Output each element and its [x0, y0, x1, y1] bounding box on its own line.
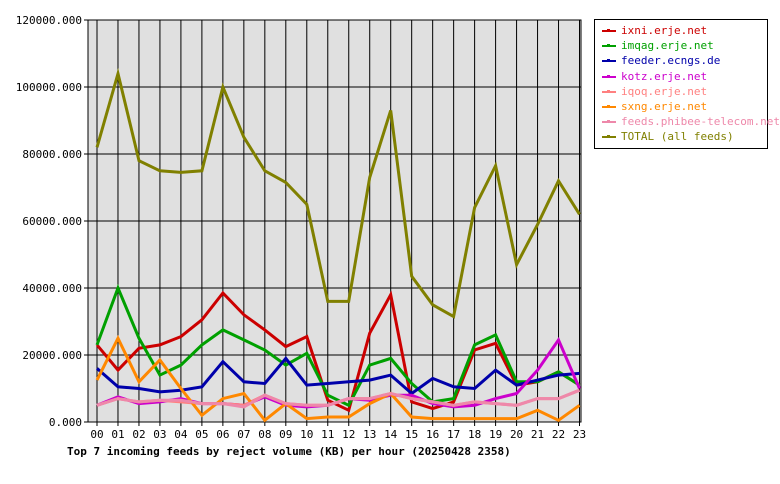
x-tick-label: 04 [174, 428, 188, 441]
x-tick-label: 13 [363, 428, 376, 441]
legend-item: ixni.erje.net [595, 23, 767, 38]
chart-title: Top 7 incoming feeds by reject volume (K… [67, 445, 511, 458]
legend-item: sxng.erje.net [595, 99, 767, 114]
x-tick-label: 22 [552, 428, 565, 441]
x-tick-label: 18 [468, 428, 481, 441]
series-line [95, 67, 581, 319]
legend-label: TOTAL (all feeds) [621, 130, 734, 144]
x-tick-label: 02 [132, 428, 145, 441]
x-tick-label: 14 [384, 428, 398, 441]
x-tick-label: 15 [405, 428, 418, 441]
x-tick-label: 03 [153, 428, 166, 441]
x-tick-label: 23 [573, 428, 586, 441]
legend-swatch [602, 135, 616, 139]
series-line [95, 290, 581, 413]
legend-swatch [602, 44, 616, 48]
y-tick-label: 40000.000 [22, 282, 82, 295]
y-tick-label: 0.000 [49, 416, 82, 429]
legend-item: feeds.phibee-telecom.net [595, 114, 780, 129]
y-tick-label: 80000.000 [22, 148, 82, 161]
legend-swatch [602, 29, 616, 32]
legend-swatch [602, 59, 616, 63]
legend-label: ixni.erje.net [621, 24, 708, 37]
legend: ixni.erje.net imqag.erje.net feeder.ecng… [594, 19, 780, 149]
legend-item: kotz.erje.net [595, 69, 767, 84]
x-tick-label: 17 [447, 428, 460, 441]
x-tick-label: 21 [531, 428, 544, 441]
x-tick-label: 10 [300, 428, 313, 441]
y-tick-label: 60000.000 [22, 215, 82, 228]
legend-item: iqoq.erje.net [595, 84, 767, 99]
legend-swatch [602, 89, 616, 93]
x-tick-label: 11 [321, 428, 334, 441]
x-tick-label: 12 [342, 428, 355, 441]
series-line [95, 334, 581, 423]
series-line [96, 356, 580, 396]
series-line [96, 388, 581, 409]
legend-label: kotz.erje.net [621, 69, 708, 83]
x-tick-label: 09 [279, 428, 292, 441]
legend-label: iqoq.erje.net [621, 84, 708, 98]
legend-label: imqag.erje.net [621, 39, 714, 53]
legend-swatch [602, 104, 616, 108]
x-tick-label: 05 [195, 428, 208, 441]
legend-label: feeder.ecngs.de [621, 54, 721, 68]
legend-label: feeds.phibee-telecom.net [621, 115, 780, 129]
y-tick-label: 120000.000 [16, 14, 82, 27]
y-tick-label: 100000.000 [16, 81, 82, 94]
legend-swatch [602, 120, 616, 124]
x-tick-label: 07 [237, 428, 250, 441]
legend-item: feeder.ecngs.de [595, 53, 767, 68]
y-tick-label: 20000.000 [22, 349, 82, 362]
plot-frame [87, 19, 582, 423]
legend-label: sxng.erje.net [621, 99, 708, 113]
x-tick-label: 16 [426, 428, 439, 441]
legend-item: imqag.erje.net [595, 38, 767, 53]
x-tick-label: 19 [489, 428, 502, 441]
x-tick-label: 08 [258, 428, 271, 441]
x-tick-label: 20 [510, 428, 523, 441]
x-tick-label: 00 [90, 428, 103, 441]
legend-item: TOTAL (all feeds) [595, 129, 767, 144]
series-line [95, 283, 581, 408]
x-tick-label: 06 [216, 428, 229, 441]
x-tick-label: 01 [111, 428, 124, 441]
legend-swatch [602, 74, 616, 78]
